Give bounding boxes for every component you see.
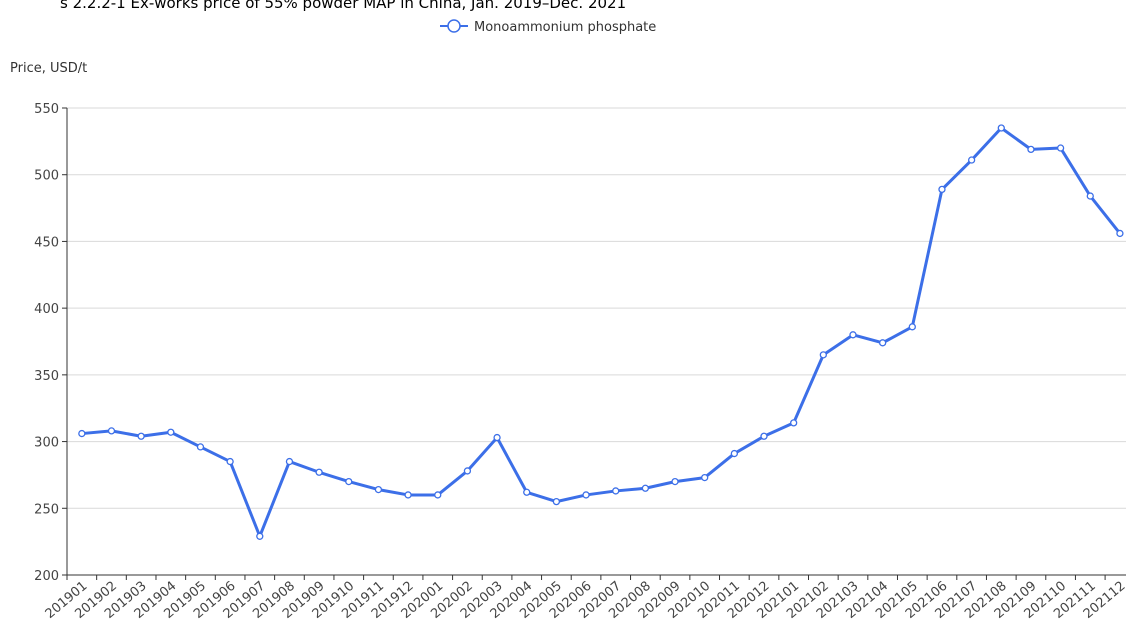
y-tick-label: 200 [34, 569, 59, 584]
point [760, 432, 768, 440]
y-tick-label: 350 [34, 369, 59, 384]
point [908, 323, 916, 331]
chart-title: s 2.2.2-1 Ex-works price of 55% powder M… [60, 0, 626, 12]
point [730, 449, 738, 458]
point [493, 433, 501, 442]
point [967, 156, 976, 164]
y-tick-label: 300 [34, 436, 59, 451]
point [849, 331, 857, 339]
y-tick-label: 450 [34, 235, 59, 250]
y-tick-label: 250 [34, 502, 59, 517]
point [226, 457, 234, 466]
point [137, 432, 145, 440]
point [404, 491, 412, 499]
y-axis-label: Price, USD/t [10, 61, 87, 76]
point [256, 532, 264, 540]
point [790, 419, 798, 427]
point [612, 487, 620, 495]
point [701, 473, 709, 482]
legend-marker [447, 19, 461, 33]
y-tick-label: 400 [34, 302, 59, 317]
point [523, 488, 531, 496]
point [1027, 145, 1035, 154]
legend-label: Monoammonium phosphate [474, 20, 656, 35]
point [434, 491, 442, 499]
point [879, 339, 887, 347]
point [78, 429, 86, 438]
point [107, 427, 116, 435]
point [167, 428, 175, 436]
point [196, 443, 205, 451]
point [582, 491, 590, 499]
line [81, 126, 1122, 538]
point [1086, 192, 1094, 200]
point [463, 467, 472, 475]
point [315, 468, 323, 476]
point [641, 484, 650, 492]
y-tick-label: 500 [34, 169, 59, 184]
point [552, 497, 561, 506]
point [938, 185, 946, 194]
point [997, 124, 1005, 132]
legend: Monoammonium phosphate [440, 19, 656, 35]
point [374, 485, 383, 494]
point [671, 477, 679, 486]
point [819, 351, 827, 359]
point [1116, 229, 1124, 238]
y-tick-label: 550 [34, 102, 59, 117]
point [285, 457, 294, 466]
point [1056, 144, 1065, 152]
point [345, 477, 353, 486]
